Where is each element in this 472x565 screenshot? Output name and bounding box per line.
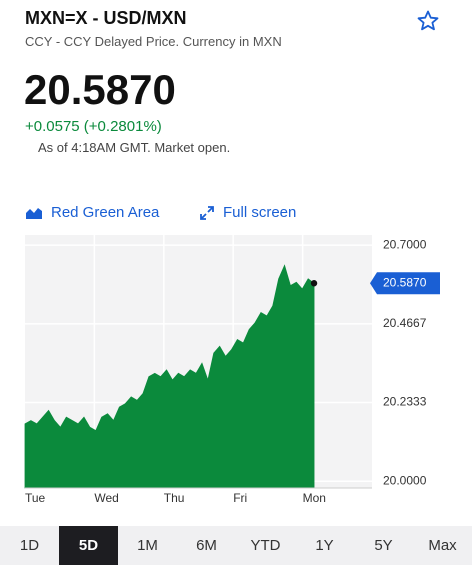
symbol-title: MXN=X - USD/MXN (25, 8, 187, 28)
last-point (310, 280, 318, 287)
full-screen-label: Full screen (223, 204, 297, 221)
subtitle: CCY - CCY Delayed Price. Currency in MXN (25, 34, 282, 49)
chart-type-button[interactable]: Red Green Area (25, 204, 159, 221)
as-of: As of 4:18AM GMT. Market open. (38, 140, 231, 155)
area-icon (26, 207, 42, 219)
range-tab[interactable]: Max (428, 537, 457, 554)
y-tick-label: 20.7000 (383, 237, 427, 251)
range-tab[interactable]: YTD (250, 537, 281, 554)
range-tab[interactable]: 1Y (315, 537, 334, 554)
chart: 20.0000 20.2333 20.4667 20.7000 Tue Wed Thu Fri… (24, 235, 440, 505)
expand-icon (200, 205, 214, 220)
watchlist-star[interactable] (416, 9, 440, 33)
range-tabs: 1D 5D 1M 6M YTD 1Y 5Y Max (0, 526, 472, 565)
last-price-label: 20.5870 (383, 275, 427, 289)
y-tick-label: 20.2333 (383, 395, 427, 409)
x-tick-label: Thu (164, 491, 185, 505)
chart-type-label: Red Green Area (51, 204, 160, 221)
x-tick-label: Tue (25, 491, 46, 505)
full-screen-button[interactable]: Full screen (199, 204, 296, 221)
range-tab[interactable]: 6M (196, 537, 217, 554)
y-tick-label: 20.4667 (383, 316, 427, 330)
x-tick-label: Fri (233, 491, 247, 505)
range-tab[interactable]: 5D (59, 526, 118, 565)
price-area (24, 264, 315, 489)
y-tick-label: 20.0000 (383, 473, 427, 487)
x-tick-label: Wed (94, 491, 118, 505)
price: 20.5870 (24, 66, 176, 113)
x-tick-label: Mon (303, 491, 326, 505)
range-tab[interactable]: 5Y (374, 537, 393, 554)
range-tab[interactable]: 1M (137, 537, 158, 554)
last-price-badge (370, 272, 440, 295)
range-tab[interactable]: 1D (19, 537, 40, 554)
price-change: +0.0575 (+0.2801%) (25, 118, 162, 135)
